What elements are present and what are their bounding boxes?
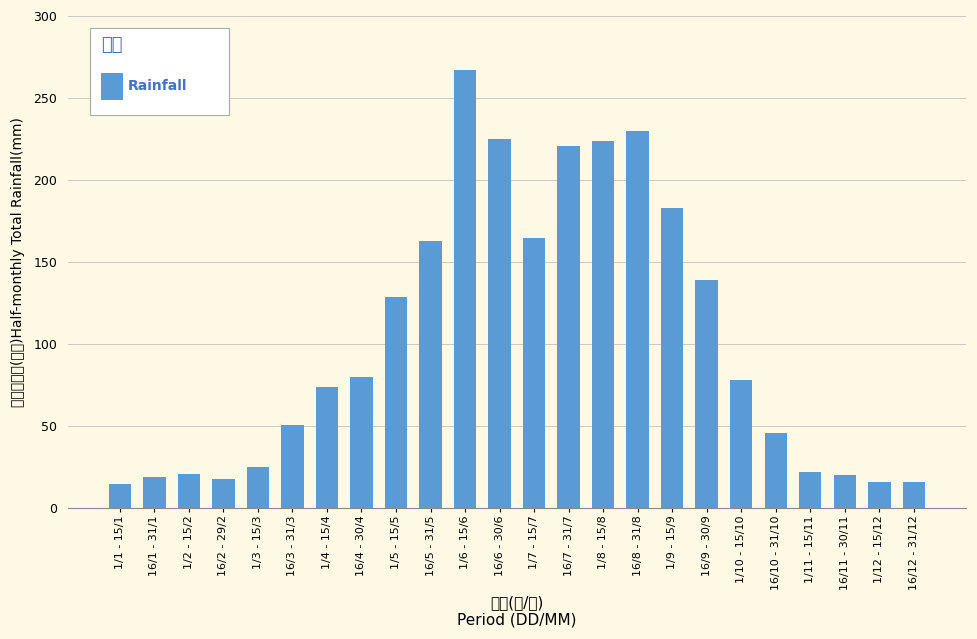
Bar [799, 472, 822, 508]
Text: Rainfall: Rainfall [128, 79, 188, 93]
Bar [108, 484, 131, 508]
Bar [316, 387, 338, 508]
Bar [281, 424, 304, 508]
Bar [385, 296, 407, 508]
Bar [558, 146, 579, 508]
Bar [350, 377, 372, 508]
Bar [869, 482, 891, 508]
Bar [419, 241, 442, 508]
Bar [178, 473, 200, 508]
Bar [626, 131, 649, 508]
X-axis label: 期間(日/月)
Period (DD/MM): 期間(日/月) Period (DD/MM) [457, 596, 576, 628]
Bar [730, 380, 752, 508]
Bar [523, 238, 545, 508]
Bar [833, 475, 856, 508]
Bar [696, 281, 718, 508]
Bar [143, 477, 165, 508]
FancyBboxPatch shape [90, 28, 230, 114]
Bar [488, 139, 511, 508]
Bar [592, 141, 615, 508]
Text: 雨量: 雨量 [101, 36, 122, 54]
Bar [453, 70, 476, 508]
Bar [246, 467, 269, 508]
Bar [903, 482, 925, 508]
Bar [212, 479, 234, 508]
Bar [661, 208, 683, 508]
Bar [765, 433, 786, 508]
Y-axis label: 半月總雨量(毫米)Half-monthly Total Rainfall(mm): 半月總雨量(毫米)Half-monthly Total Rainfall(mm) [11, 117, 25, 407]
Bar [101, 73, 122, 100]
